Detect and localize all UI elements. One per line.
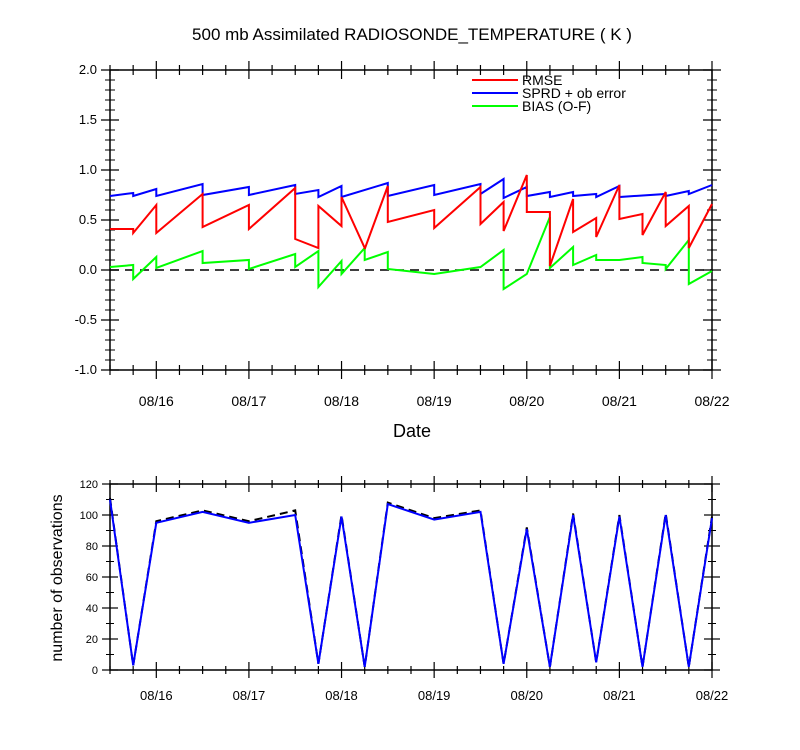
top-panel: -1.0 -0.5 0.0 0.5 1.0 1.5 2.0 08/16 08/17 08/18 08… <box>75 61 730 409</box>
chart-title: 500 mb Assimilated RADIOSONDE_TEMPERATUR… <box>192 25 632 44</box>
y-tick-label: 1.0 <box>79 162 97 177</box>
x-tick-label: 08/17 <box>233 688 266 703</box>
y-tick-label: 0.5 <box>79 212 97 227</box>
y-tick-label: 80 <box>86 541 98 553</box>
x-tick-label: 08/22 <box>696 688 729 703</box>
x-tick-label: 08/20 <box>510 688 543 703</box>
legend-label: BIAS (O-F) <box>522 98 591 114</box>
x-tick-label: 08/22 <box>694 393 729 409</box>
y-tick-label: -0.5 <box>75 312 97 327</box>
x-tick-label: 08/19 <box>418 688 451 703</box>
y-tick-label: 40 <box>86 603 98 615</box>
bottom-y-axis-label: number of observations <box>49 494 66 661</box>
count-line-dashed <box>109 497 713 668</box>
series-line-rmse <box>110 174 713 267</box>
x-tick-label: 08/21 <box>603 688 636 703</box>
y-tick-label: 0 <box>92 665 98 677</box>
plot-frame <box>109 69 713 371</box>
y-tick-label: 20 <box>86 634 98 646</box>
x-tick-label: 08/17 <box>231 393 266 409</box>
x-tick-label: 08/18 <box>325 688 358 703</box>
top-x-axis-label: Date <box>393 421 431 441</box>
y-tick-label: 1.5 <box>79 112 97 127</box>
x-tick-label: 08/18 <box>324 393 359 409</box>
y-tick-label: -1.0 <box>75 362 97 377</box>
x-tick-label: 08/20 <box>509 393 544 409</box>
x-tick-label: 08/21 <box>602 393 637 409</box>
y-tick-label: 120 <box>80 479 98 491</box>
y-tick-label: 0.0 <box>79 262 97 277</box>
bottom-panel: 0 20 40 60 80 100 120 08/16 08/17 08/18 08/19 08/20… <box>80 476 729 703</box>
y-tick-label: 2.0 <box>79 62 97 77</box>
series-line-bias-o-f <box>109 216 713 291</box>
count-line-solid <box>109 499 713 668</box>
y-tick-label: 60 <box>86 572 98 584</box>
x-tick-label: 08/19 <box>417 393 452 409</box>
y-tick-label: 100 <box>80 510 98 522</box>
series-line-sprd-ob-error <box>109 177 713 200</box>
legend-label: SPRD + ob error <box>522 85 626 101</box>
x-tick-label: 08/16 <box>140 688 173 703</box>
legend-label: RMSE <box>522 72 562 88</box>
x-tick-label: 08/16 <box>139 393 174 409</box>
